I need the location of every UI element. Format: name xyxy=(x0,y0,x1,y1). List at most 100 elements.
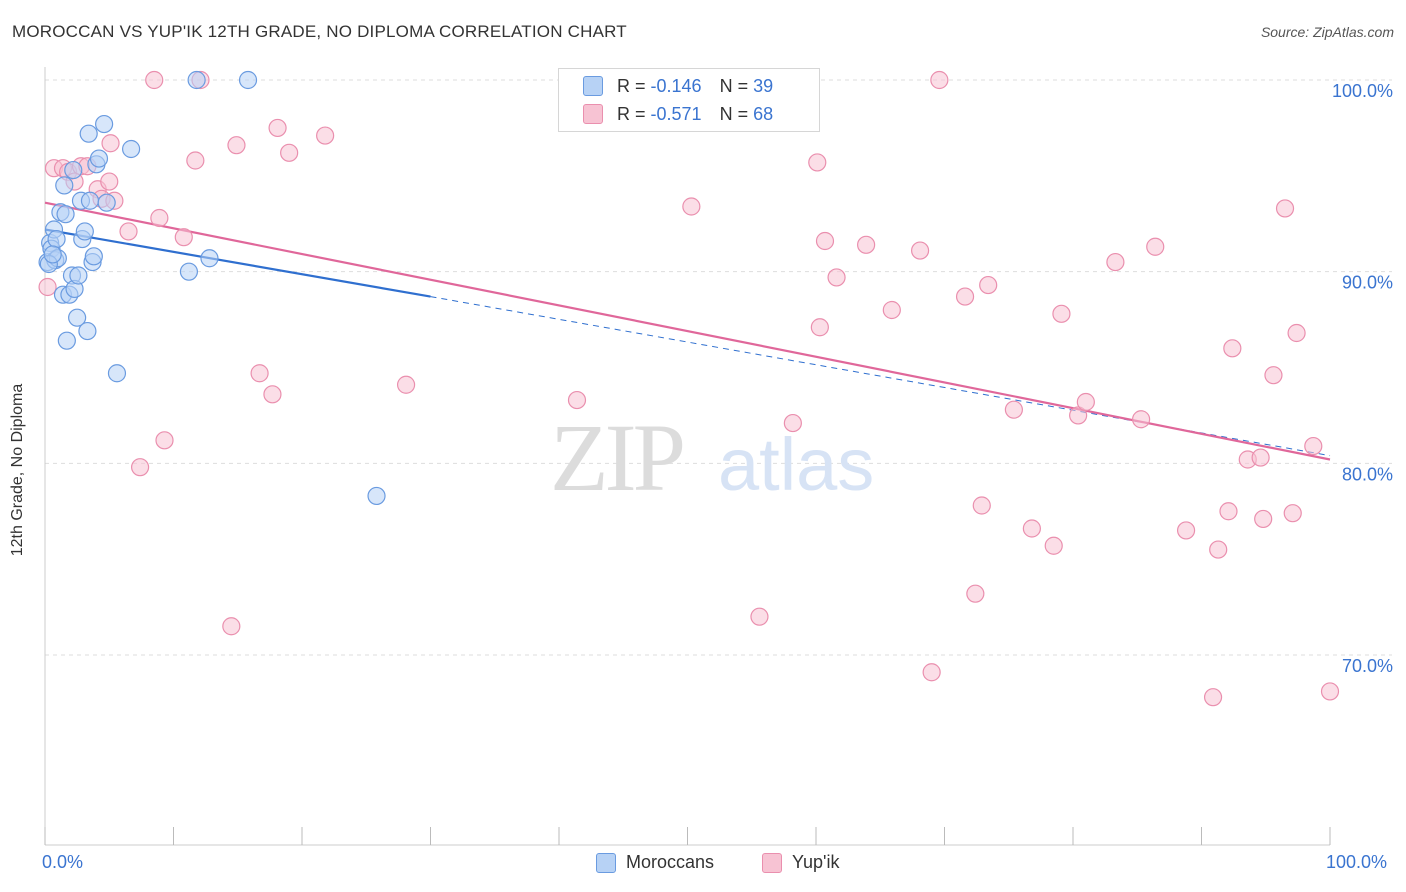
point-moroccans xyxy=(69,266,88,285)
y-tick-label: 90.0% xyxy=(1342,273,1393,293)
point-yupik xyxy=(1069,406,1088,425)
legend-label-yupik: Yup'ik xyxy=(792,852,840,872)
point-yupik xyxy=(280,143,299,162)
point-yupik xyxy=(1209,540,1228,559)
point-yupik xyxy=(1223,339,1242,358)
point-yupik xyxy=(1106,252,1125,272)
point-yupik xyxy=(1219,502,1238,521)
point-yupik xyxy=(1004,400,1023,419)
point-yupik xyxy=(808,153,827,172)
trend-lines xyxy=(44,201,1331,461)
point-yupik xyxy=(1146,237,1165,256)
legend-row-moroccans: R = -0.146 N = 39 xyxy=(583,75,773,97)
point-moroccans xyxy=(179,262,199,281)
point-yupik xyxy=(1076,392,1095,412)
point-yupik xyxy=(810,318,829,337)
watermark-zip: ZIP xyxy=(550,404,683,511)
point-yupik xyxy=(186,151,205,170)
point-yupik xyxy=(1022,519,1041,538)
point-yupik xyxy=(268,118,287,138)
legend-label-moroccans: Moroccans xyxy=(626,852,715,872)
point-moroccans xyxy=(55,176,74,195)
trend-yupik-solid xyxy=(44,201,1331,461)
watermark-atlas: atlas xyxy=(718,423,874,506)
point-moroccans xyxy=(64,160,83,180)
y-tick-label: 80.0% xyxy=(1342,464,1393,484)
point-yupik xyxy=(567,390,587,410)
point-yupik xyxy=(783,413,802,433)
point-yupik xyxy=(155,431,174,450)
chart-title: MOROCCAN VS YUP'IK 12TH GRADE, NO DIPLOM… xyxy=(12,22,627,41)
point-moroccans xyxy=(367,486,386,506)
point-yupik xyxy=(972,496,991,515)
point-yupik xyxy=(100,172,119,191)
point-yupik xyxy=(857,235,876,254)
point-yupik xyxy=(682,197,701,216)
point-moroccans xyxy=(47,229,66,249)
point-moroccans xyxy=(238,70,258,90)
point-yupik xyxy=(930,70,949,90)
point-yupik xyxy=(263,385,282,404)
y-tick-label: 70.0% xyxy=(1342,656,1393,676)
trend-moroccans-solid xyxy=(44,228,431,298)
legend-r-label: R = xyxy=(617,103,646,124)
point-yupik xyxy=(316,126,335,145)
x-tick-label-max: 100.0% xyxy=(1326,852,1388,872)
point-yupik xyxy=(966,584,985,603)
point-yupik xyxy=(1320,682,1340,701)
y-tick-label: 100.0% xyxy=(1332,81,1393,101)
legend-n-value: 39 xyxy=(753,75,774,96)
point-moroccans xyxy=(79,124,98,143)
point-yupik xyxy=(882,300,901,320)
point-moroccans xyxy=(56,205,75,224)
point-yupik xyxy=(145,70,164,90)
point-yupik xyxy=(1132,410,1151,429)
point-yupik xyxy=(119,222,138,241)
point-moroccans xyxy=(89,149,109,168)
point-moroccans xyxy=(84,247,103,266)
point-yupik xyxy=(1264,366,1283,385)
legend-r-value: -0.146 xyxy=(650,75,702,96)
point-moroccans xyxy=(187,70,206,90)
point-yupik xyxy=(1275,199,1295,218)
point-moroccans xyxy=(200,249,219,268)
legend-r-value: -0.571 xyxy=(650,103,702,124)
point-yupik xyxy=(222,617,241,636)
point-moroccans xyxy=(68,308,87,327)
point-yupik xyxy=(955,287,975,306)
point-yupik xyxy=(1304,436,1323,456)
grid-layer xyxy=(45,79,1392,656)
point-moroccans xyxy=(97,193,116,212)
point-moroccans xyxy=(57,331,76,350)
point-yupik xyxy=(1287,323,1306,343)
legend-r-label: R = xyxy=(617,75,646,96)
legend-item-yupik[interactable]: Yup'ik xyxy=(762,852,839,873)
point-yupik xyxy=(922,663,941,682)
point-yupik xyxy=(827,268,846,287)
point-yupik xyxy=(750,607,769,626)
point-yupik xyxy=(227,136,246,155)
source-credit: Source: ZipAtlas.com xyxy=(1260,24,1394,40)
point-yupik xyxy=(1283,504,1302,523)
legend-swatch-moroccans xyxy=(596,852,616,873)
point-yupik xyxy=(174,228,193,247)
point-moroccans xyxy=(121,139,141,159)
legend-row-yupik: R = -0.571 N = 68 xyxy=(583,103,773,125)
point-moroccans xyxy=(95,114,114,134)
point-moroccans xyxy=(107,364,127,383)
legend-swatch-pink xyxy=(583,104,603,124)
point-yupik xyxy=(101,134,120,153)
point-yupik xyxy=(910,241,930,260)
series-legend: Moroccans Yup'ik xyxy=(0,852,1406,876)
point-yupik xyxy=(396,375,416,394)
point-yupik xyxy=(1254,509,1273,529)
point-moroccans xyxy=(43,245,62,264)
axis-layer xyxy=(44,67,1331,846)
legend-n-label: N = xyxy=(719,103,749,124)
point-yupik xyxy=(1044,536,1063,555)
legend-n-label: N = xyxy=(719,75,749,96)
point-yupik xyxy=(38,277,57,297)
legend-item-moroccans[interactable]: Moroccans xyxy=(596,852,714,873)
point-yupik xyxy=(1052,304,1071,323)
